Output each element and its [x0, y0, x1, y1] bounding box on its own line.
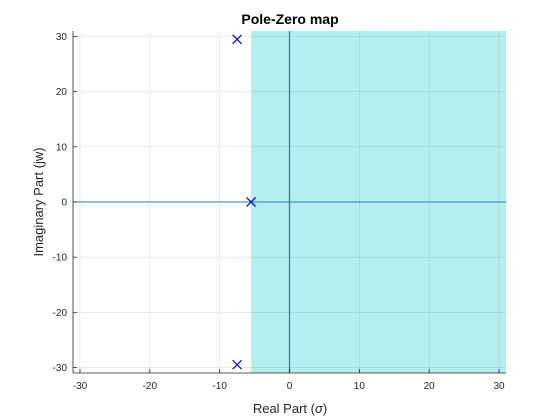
pole-marker	[232, 359, 243, 370]
x-tick-label: 30	[493, 381, 505, 392]
x-tick-label: -10	[212, 381, 227, 392]
y-tick-label: -10	[53, 253, 68, 264]
y-axis-label: Imaginary Part (jw)	[31, 147, 46, 256]
pole-marker-stroke	[246, 197, 257, 207]
x-tick-label: 0	[287, 381, 293, 392]
pole-marker	[232, 34, 243, 45]
y-tick-label: 20	[56, 87, 68, 98]
x-axis-label-close: )	[323, 401, 327, 416]
x-tick-label: -30	[73, 381, 88, 392]
y-tick-label: -20	[53, 308, 68, 319]
y-tick-label: 10	[56, 142, 68, 153]
pole-marker-stroke	[232, 34, 243, 45]
x-axis-label: Real Part (σ)	[253, 401, 327, 416]
pole-marker-stroke	[232, 359, 243, 370]
chart-title: Pole-Zero map	[241, 11, 338, 27]
x-axis-label-text: Real Part (	[253, 401, 316, 416]
pole-marker	[246, 197, 257, 207]
y-tick-label: 0	[61, 198, 67, 209]
y-tick-label: -30	[53, 363, 68, 374]
x-tick-label: 20	[424, 381, 436, 392]
x-axis-label-symbol: σ	[315, 401, 324, 416]
y-tick-label: 30	[56, 32, 68, 43]
x-tick-label: -20	[143, 381, 158, 392]
x-tick-label: 10	[354, 381, 366, 392]
